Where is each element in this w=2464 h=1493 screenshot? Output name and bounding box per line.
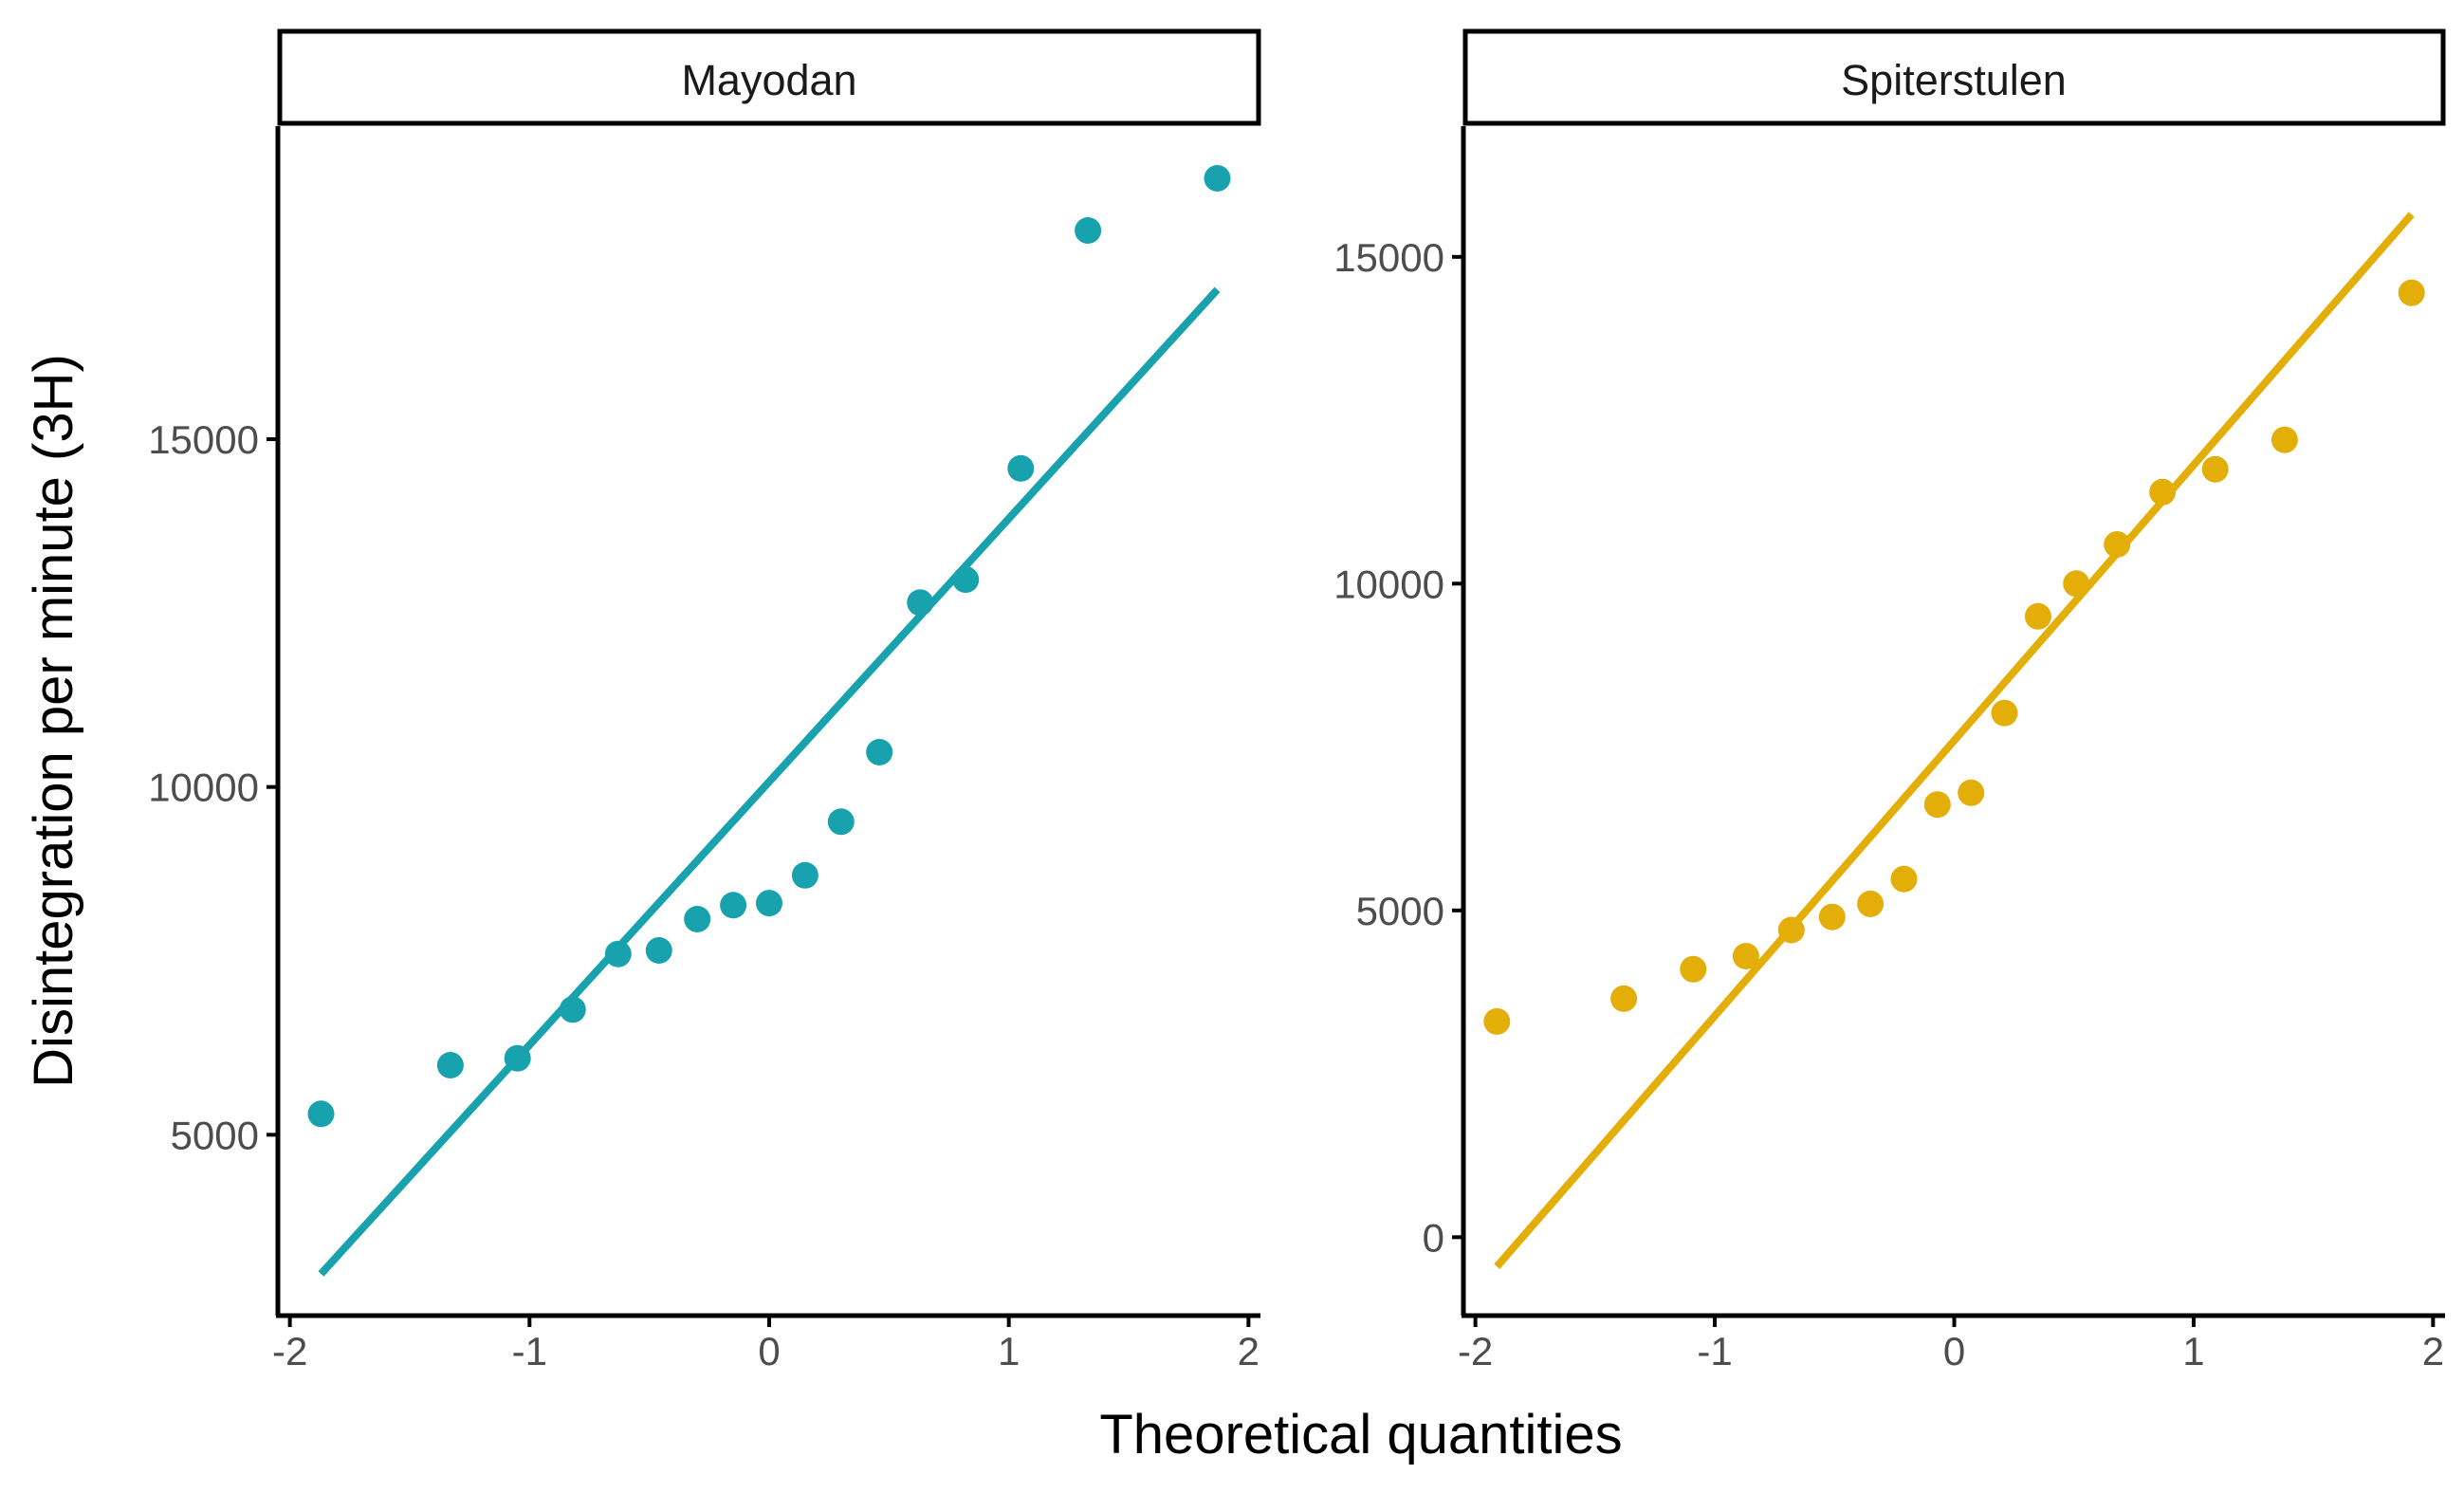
panel-spiterstulen: Spiterstulen 0 5000 10000 15000 -2 -1 0 1 2 (1333, 28, 2446, 1373)
mayodan-point-9 (756, 890, 782, 917)
mayodan-point-11 (827, 808, 855, 836)
spiterstulen-x-tick-label-1: 1 (2182, 1329, 2204, 1373)
x-axis-title: Theoretical quantities (1099, 1404, 1622, 1465)
mayodan-point-2 (436, 1052, 464, 1078)
mayodan-y-tick-label-5000: 5000 (171, 1113, 259, 1157)
spiterstulen-point-14 (2104, 531, 2131, 558)
y-ticks-mayodan: 5000 10000 15000 (148, 417, 278, 1157)
x-ticks-mayodan: -2 -1 0 1 2 (272, 1316, 1260, 1373)
spiterstulen-point-7 (1857, 890, 1885, 917)
mayodan-marks (307, 165, 1231, 1277)
spiterstulen-point-2 (1610, 985, 1638, 1012)
spiterstulen-point-3 (1680, 955, 1707, 983)
mayodan-point-16 (1075, 217, 1102, 244)
spiterstulen-x-tick-label-0: 0 (1943, 1329, 1965, 1373)
spiterstulen-y-tick-label-10000: 10000 (1333, 562, 1444, 606)
mayodan-point-13 (907, 589, 934, 617)
spiterstulen-y-tick-label-15000: 15000 (1333, 235, 1444, 280)
y-axis-title: Disintegration per minute (3H) (23, 354, 84, 1088)
mayodan-reference-line (318, 286, 1221, 1277)
y-ticks-spiterstulen: 0 5000 10000 15000 (1333, 235, 1463, 1260)
spiterstulen-point-6 (1818, 903, 1846, 931)
spiterstulen-point-5 (1777, 916, 1805, 944)
spiterstulen-y-tick-label-0: 0 (1423, 1215, 1444, 1260)
mayodan-point-4 (559, 996, 586, 1023)
spiterstulen-x-tick-label--2: -2 (1458, 1329, 1493, 1373)
mayodan-point-5 (604, 940, 632, 968)
spiterstulen-marks (1483, 212, 2425, 1269)
panel-mayodan: Mayodan 5000 10000 15000 -2 -1 0 1 2 (148, 28, 1261, 1373)
mayodan-point-17 (1204, 165, 1231, 192)
mayodan-point-15 (1007, 454, 1035, 482)
mayodan-y-tick-label-15000: 15000 (148, 417, 259, 462)
mayodan-x-tick-label--1: -1 (512, 1329, 547, 1373)
strip-title-mayodan: Mayodan (681, 56, 856, 104)
mayodan-point-3 (504, 1044, 531, 1072)
spiterstulen-point-11 (1991, 699, 2018, 727)
spiterstulen-point-16 (2201, 455, 2229, 483)
spiterstulen-point-15 (2149, 478, 2177, 506)
spiterstulen-x-tick-label-2: 2 (2422, 1329, 2444, 1373)
mayodan-x-tick-label-0: 0 (758, 1329, 780, 1373)
spiterstulen-y-tick-label-5000: 5000 (1356, 889, 1444, 933)
spiterstulen-point-8 (1890, 865, 1918, 893)
spiterstulen-point-9 (1923, 791, 1951, 819)
spiterstulen-point-18 (2398, 279, 2425, 306)
mayodan-x-tick-label--2: -2 (272, 1329, 307, 1373)
strip-title-spiterstulen: Spiterstulen (1841, 56, 2067, 104)
mayodan-point-8 (720, 892, 747, 919)
spiterstulen-point-10 (1958, 779, 1985, 806)
mayodan-point-12 (866, 739, 893, 765)
mayodan-point-6 (645, 937, 672, 964)
mayodan-point-1 (307, 1100, 335, 1128)
mayodan-y-tick-label-10000: 10000 (148, 765, 259, 810)
mayodan-x-tick-label-2: 2 (1238, 1329, 1260, 1373)
mayodan-point-10 (791, 861, 818, 889)
mayodan-x-tick-label-1: 1 (998, 1329, 1020, 1373)
spiterstulen-reference-line (1494, 212, 2415, 1269)
spiterstulen-point-17 (2271, 426, 2298, 453)
spiterstulen-point-12 (2024, 602, 2051, 630)
strip-spiterstulen (1462, 28, 2446, 126)
x-ticks-spiterstulen: -2 -1 0 1 2 (1458, 1316, 2444, 1373)
spiterstulen-point-1 (1483, 1007, 1511, 1035)
mayodan-point-14 (952, 566, 980, 594)
spiterstulen-point-13 (2063, 570, 2090, 598)
spiterstulen-point-4 (1732, 943, 1759, 969)
strip-mayodan (277, 28, 1261, 126)
mayodan-point-7 (684, 906, 711, 932)
spiterstulen-x-tick-label--1: -1 (1697, 1329, 1732, 1373)
